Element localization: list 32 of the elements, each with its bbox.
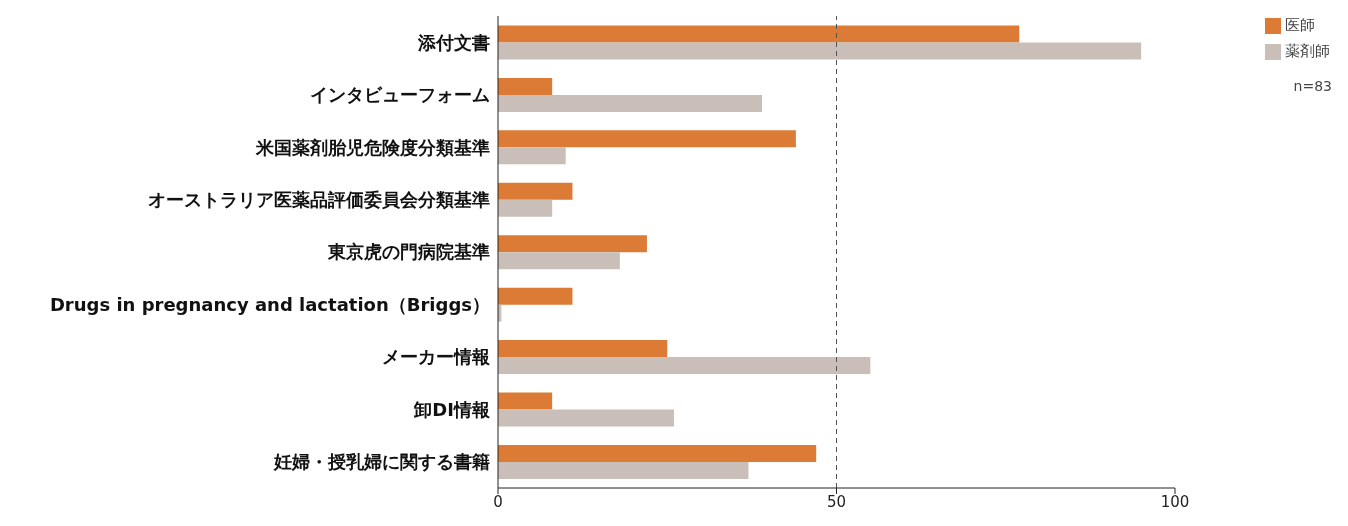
bar	[498, 235, 647, 253]
bar	[498, 25, 1020, 43]
bar	[498, 287, 573, 305]
bar	[498, 340, 668, 358]
bar	[498, 252, 620, 270]
bar	[498, 182, 573, 200]
y-tick-label: オーストラリア医薬品評価委員会分類基準	[148, 188, 490, 210]
bar	[498, 147, 566, 165]
y-tick-label: 妊婦・授乳婦に関する書籍	[273, 451, 490, 473]
bar	[498, 357, 871, 375]
x-tick-label: 50	[826, 492, 847, 511]
bar	[498, 445, 817, 462]
bar	[498, 392, 553, 410]
bar	[498, 77, 553, 95]
y-tick-label: 卸DI情報	[413, 398, 491, 420]
y-tick-label: メーカー情報	[382, 346, 491, 368]
y-tick-label: 東京虎の門病院基準	[327, 241, 490, 263]
bar	[498, 199, 553, 217]
text: n=83	[1293, 78, 1332, 94]
legend-label: 薬剤師	[1285, 42, 1330, 60]
bar	[498, 94, 763, 112]
bar	[498, 409, 675, 427]
y-tick-label: Drugs in pregnancy and lactation（Briggs）	[49, 293, 490, 315]
bar	[498, 130, 796, 148]
y-tick-label: 添付文書	[417, 31, 490, 53]
y-tick-label: インタビューフォーム	[310, 84, 490, 106]
x-tick-label: 0	[493, 492, 503, 511]
bar	[498, 42, 1142, 60]
x-tick-label: 100	[1160, 492, 1190, 511]
bar	[498, 462, 749, 479]
legend-label: 医師	[1285, 16, 1315, 34]
y-tick-label: 米国薬剤胎児危険度分類基準	[255, 136, 490, 158]
